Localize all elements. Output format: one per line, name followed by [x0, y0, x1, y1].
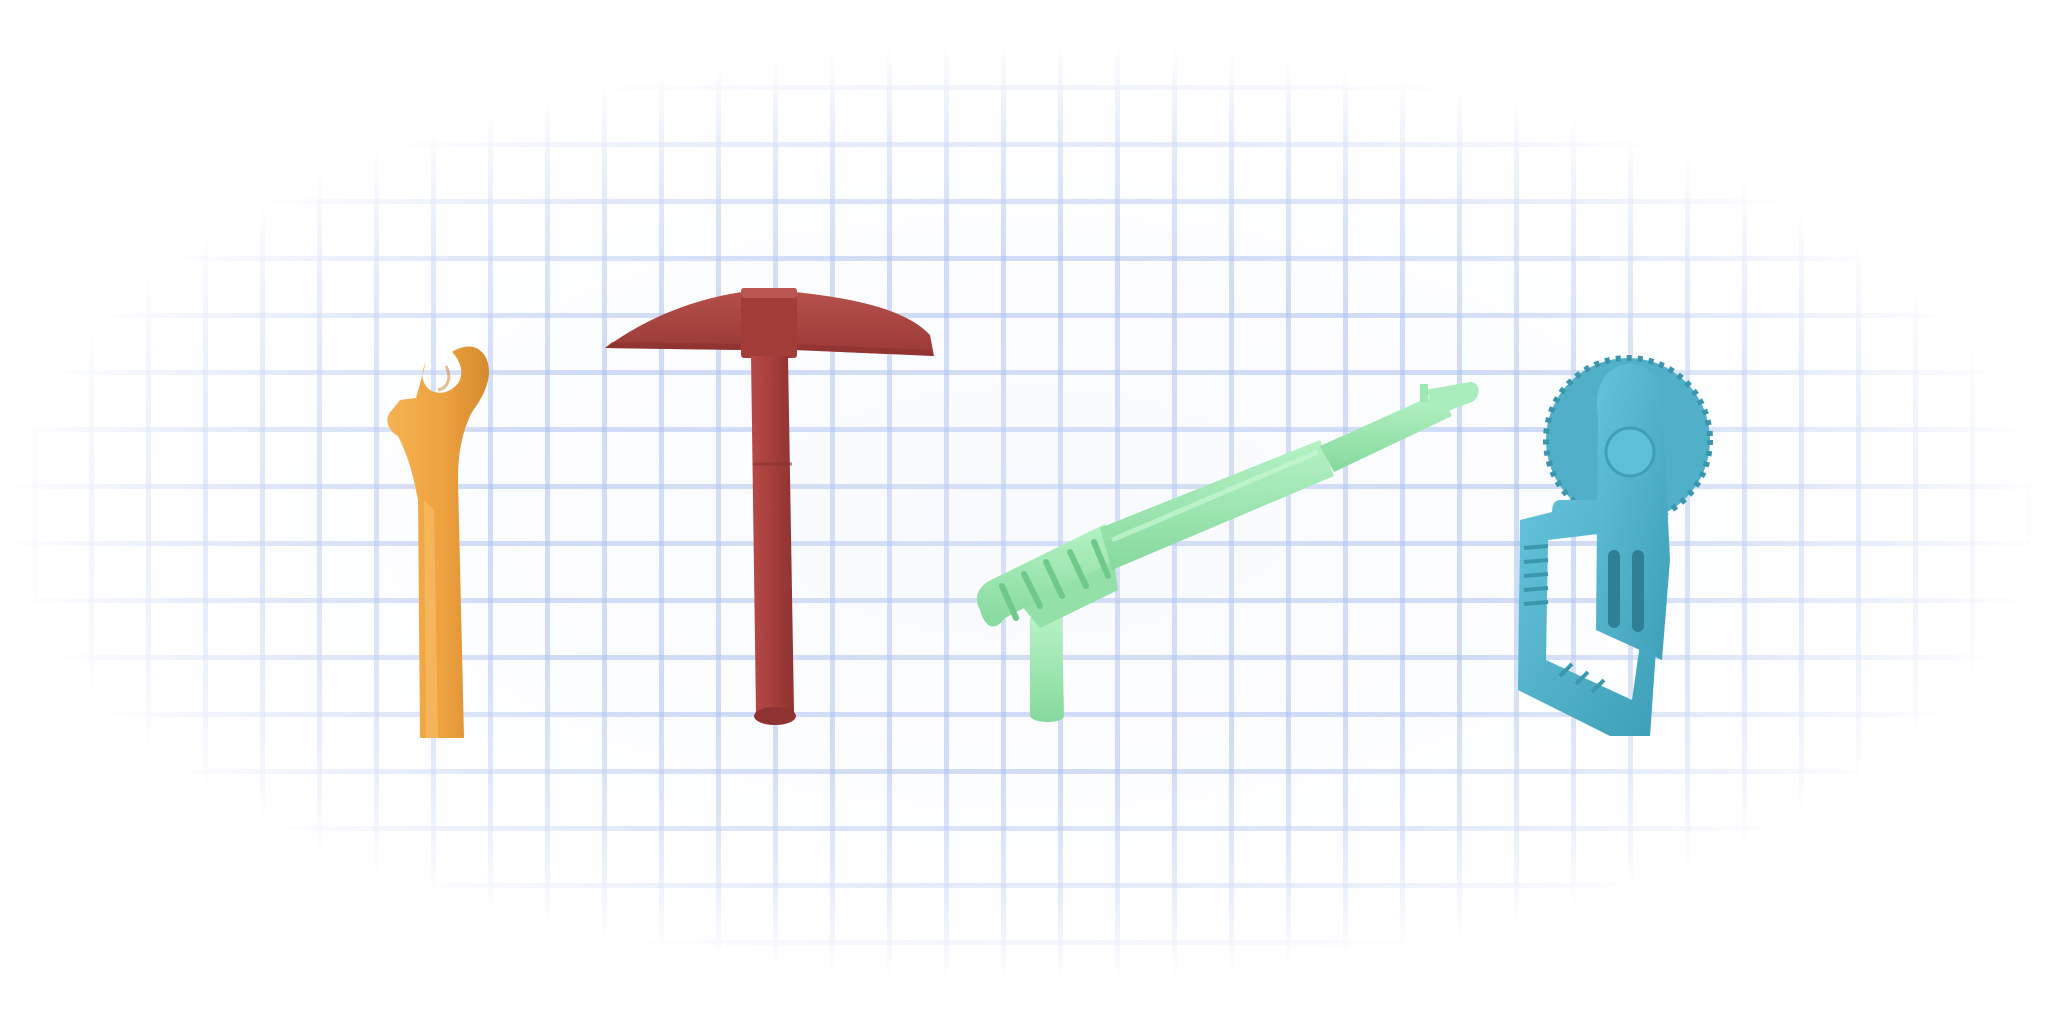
pickaxe-icon	[605, 288, 934, 725]
blaster-icon	[976, 382, 1479, 722]
circular-saw-icon	[1518, 355, 1713, 736]
wrench-icon	[387, 346, 489, 738]
